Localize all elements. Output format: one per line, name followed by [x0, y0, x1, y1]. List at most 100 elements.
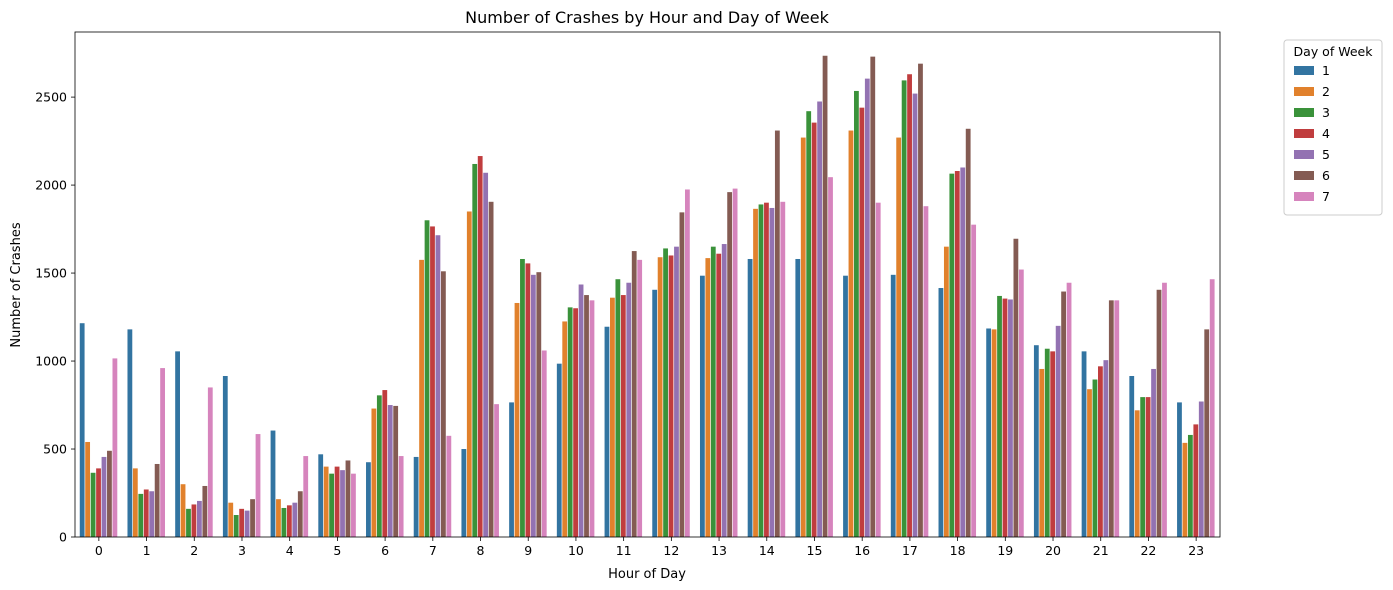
- x-tick-label: 22: [1140, 543, 1156, 558]
- bar-hour-9-day-4: [525, 263, 531, 537]
- bar-hour-14-day-1: [747, 258, 753, 537]
- bar-hour-19-day-2: [991, 329, 997, 537]
- legend-label-day-1: 1: [1322, 63, 1330, 78]
- legend-swatch-day-6: [1294, 171, 1314, 180]
- legend-label-day-6: 6: [1322, 168, 1330, 183]
- bar-hour-18-day-3: [949, 173, 955, 537]
- bar-hour-7-day-4: [430, 226, 435, 537]
- x-tick-label: 12: [663, 543, 679, 558]
- y-tick-label: 2500: [35, 90, 67, 105]
- bar-hour-18-day-7: [971, 224, 977, 538]
- bar-hour-10-day-6: [584, 295, 589, 537]
- bar-hour-9-day-7: [541, 350, 547, 537]
- bar-hour-12-day-5: [674, 246, 679, 538]
- bar-hour-3-day-5: [244, 510, 250, 537]
- legend-title: Day of Week: [1294, 44, 1374, 59]
- bar-hour-4-day-3: [281, 507, 287, 537]
- bar-hour-13-day-7: [732, 188, 738, 537]
- bar-hour-11-day-3: [615, 279, 621, 537]
- bar-hour-21-day-6: [1108, 300, 1114, 537]
- bar-hour-7-day-6: [440, 271, 446, 537]
- y-tick-label: 1000: [35, 354, 67, 369]
- bar-hour-14-day-7: [780, 201, 786, 538]
- bar-hour-23-day-7: [1209, 279, 1215, 537]
- bar-hour-22-day-4: [1145, 397, 1151, 537]
- bar-hour-9-day-3: [520, 258, 525, 537]
- bar-hour-22-day-7: [1162, 282, 1167, 537]
- bar-hour-15-day-3: [806, 111, 812, 538]
- bar-hour-23-day-5: [1198, 401, 1204, 537]
- bar-hour-13-day-6: [727, 192, 733, 537]
- legend-label-day-3: 3: [1322, 105, 1330, 120]
- bar-hour-19-day-3: [997, 295, 1002, 537]
- bar-hour-0-day-4: [96, 468, 101, 537]
- bar-hour-3-day-4: [239, 508, 245, 537]
- bar-hour-10-day-1: [556, 363, 562, 537]
- bar-hour-21-day-7: [1114, 300, 1120, 537]
- bar-hour-23-day-2: [1182, 442, 1188, 537]
- bar-hour-22-day-1: [1129, 376, 1135, 537]
- bar-hour-14-day-3: [758, 204, 764, 537]
- legend-label-day-7: 7: [1322, 189, 1330, 204]
- legend-swatch-day-5: [1294, 150, 1314, 159]
- x-tick-label: 3: [238, 543, 246, 558]
- legend-items: 1 2 3 4 5 6 7: [1294, 63, 1330, 204]
- bar-hour-16-day-6: [870, 56, 876, 537]
- bar-hour-11-day-5: [626, 282, 632, 537]
- bar-hour-14-day-6: [774, 130, 780, 538]
- bar-hour-23-day-6: [1204, 329, 1210, 537]
- bar-hour-16-day-2: [848, 130, 854, 538]
- bar-hour-1-day-3: [138, 493, 144, 537]
- bar-hour-9-day-6: [536, 272, 542, 537]
- bar-hour-20-day-4: [1050, 351, 1056, 537]
- bar-hour-5-day-5: [340, 470, 345, 537]
- bar-hour-23-day-1: [1177, 402, 1182, 537]
- x-ticks: 0 1 2 3 4 5 6 7 8 9 10 11 12 13 14 15 16 17 18 19 20 21 22 23: [95, 537, 1204, 558]
- bar-hour-20-day-6: [1061, 291, 1066, 537]
- bar-hour-5-day-1: [318, 454, 324, 537]
- bar-hour-13-day-5: [721, 244, 727, 537]
- bar-hour-16-day-7: [875, 202, 881, 537]
- x-tick-label: 4: [286, 543, 294, 558]
- bar-hour-1-day-4: [143, 489, 149, 537]
- bar-hour-2-day-5: [197, 500, 202, 537]
- bar-hour-11-day-1: [604, 326, 610, 537]
- bar-hour-15-day-4: [811, 122, 817, 538]
- bar-hour-18-day-1: [938, 288, 944, 537]
- bar-hour-15-day-1: [795, 258, 801, 537]
- bar-hour-21-day-3: [1092, 379, 1098, 537]
- legend-label-day-4: 4: [1322, 126, 1330, 141]
- bar-hour-0-day-6: [107, 450, 112, 537]
- bar-hour-4-day-6: [297, 491, 303, 537]
- x-tick-label: 2: [190, 543, 198, 558]
- bar-hour-15-day-5: [817, 101, 823, 537]
- bar-hour-22-day-6: [1156, 289, 1162, 537]
- bar-hour-23-day-4: [1193, 424, 1199, 537]
- bar-hour-12-day-6: [679, 212, 685, 538]
- bar-hour-22-day-2: [1134, 410, 1140, 537]
- legend-swatch-day-2: [1294, 87, 1314, 96]
- bar-hour-5-day-3: [329, 473, 335, 537]
- bar-hour-6-day-4: [382, 390, 388, 537]
- bar-hour-7-day-5: [435, 235, 441, 538]
- x-tick-label: 18: [950, 543, 966, 558]
- bar-hour-14-day-5: [769, 207, 775, 537]
- legend-label-day-5: 5: [1322, 147, 1330, 162]
- bar-hour-8-day-6: [488, 201, 494, 538]
- bar-hour-12-day-1: [652, 289, 658, 537]
- bar-hour-16-day-5: [864, 78, 870, 537]
- bar-hour-11-day-2: [610, 297, 615, 537]
- bar-hour-20-day-7: [1066, 282, 1072, 537]
- bar-hour-18-day-5: [960, 167, 966, 538]
- bar-hour-2-day-7: [207, 387, 213, 537]
- bar-hour-6-day-2: [371, 408, 377, 537]
- bar-hour-5-day-7: [351, 473, 356, 537]
- x-tick-label: 16: [854, 543, 870, 558]
- legend-swatch-day-1: [1294, 66, 1314, 75]
- bar-hour-17-day-5: [912, 93, 918, 537]
- bar-hour-3-day-7: [255, 434, 261, 537]
- bar-hour-8-day-3: [472, 163, 478, 537]
- bar-hour-18-day-4: [954, 171, 960, 537]
- x-tick-label: 0: [95, 543, 103, 558]
- bar-hour-17-day-1: [890, 274, 896, 537]
